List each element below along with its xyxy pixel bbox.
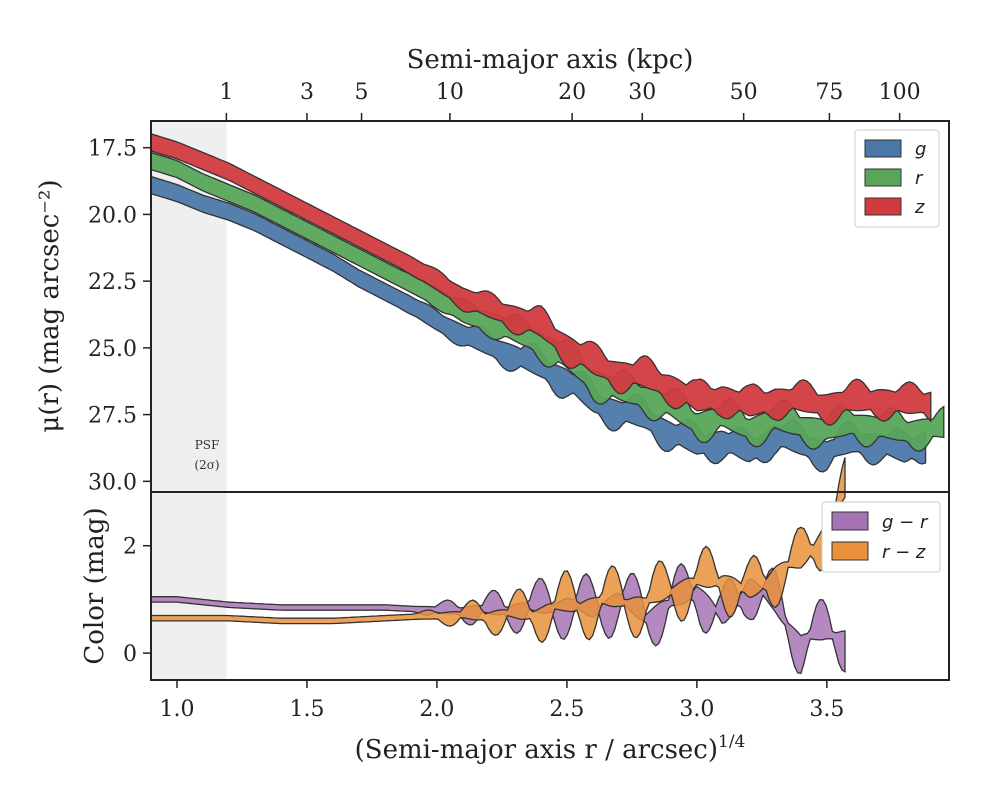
bottom-x-axis-title: (Semi-major axis r / arcsec)1/4 (355, 732, 746, 765)
top-x-tick-label: 10 (436, 80, 464, 105)
bottom-panel-frame (150, 491, 950, 681)
legend-entry: z (914, 197, 925, 218)
legend-swatch (831, 541, 869, 561)
top-x-tick-label: 5 (355, 80, 369, 105)
top-x-tick-label: 100 (879, 80, 921, 105)
bottom-y-ticks: 02 (123, 535, 151, 667)
top-x-tick-label: 20 (558, 80, 586, 105)
legend-entry: r (915, 168, 924, 189)
top-y-tick-label: 17.5 (88, 137, 137, 162)
surface-brightness-series (150, 132, 945, 473)
bottom-x-axis-title-exponent: 1/4 (718, 732, 745, 752)
legend-swatch (864, 168, 902, 187)
top-y-axis-title: μ(r) (mag arcsec⁻²) (35, 179, 65, 432)
top-y-tick-label: 25.0 (88, 337, 137, 362)
top-y-tick-label: 27.5 (88, 404, 137, 429)
series-band-z (150, 132, 932, 426)
legend-swatch (831, 511, 869, 531)
bottom-y-axis-title: Color (mag) (80, 507, 110, 664)
top-y-tick-label: 22.5 (88, 270, 137, 295)
bottom-x-tick-label: 1.5 (289, 697, 324, 722)
bottom-x-tick-label: 2.5 (549, 697, 584, 722)
bottom-x-tick-label: 1.0 (159, 697, 194, 722)
surface-brightness-panel: 17.5 20.0 22.5 25.0 27.5 30.0 1 3 5 10 20 30 50 75 10… (88, 80, 950, 495)
legend-entry: r − z (882, 542, 926, 563)
bottom-x-tick-label: 2.0 (419, 697, 454, 722)
top-x-tick-label: 75 (815, 80, 843, 105)
legend-swatch (864, 197, 902, 216)
color-panel: 02 1.0 1.5 2.0 2.5 3.0 3.5 g − rr − z (123, 457, 950, 722)
bottom-x-axis-title-main: (Semi-major axis r / arcsec) (355, 735, 718, 765)
top-x-tick-label: 3 (300, 80, 314, 105)
bottom-x-ticks: 1.0 1.5 2.0 2.5 3.0 3.5 (159, 680, 844, 722)
top-secondary-x-ticks: 1 3 5 10 20 30 50 75 100 (219, 80, 921, 121)
bottom-x-tick-label: 3.5 (809, 697, 844, 722)
series-band-g (150, 175, 927, 473)
legend-entry: g − r (882, 512, 929, 533)
bottom-y-tick-label: 0 (123, 642, 137, 667)
top-x-tick-label: 1 (219, 80, 233, 105)
color-series (150, 457, 846, 675)
bottom-x-tick-label: 3.0 (679, 697, 714, 722)
top-y-tick-label: 20.0 (88, 203, 137, 228)
top-y-tick-label: 30.0 (88, 470, 137, 495)
bottom-legend: g − r r − z (821, 501, 941, 573)
bottom-y-tick-label: 2 (123, 535, 137, 560)
top-legend: grz (854, 129, 940, 228)
series-band-rz (150, 457, 846, 644)
legend-swatch (864, 139, 902, 158)
top-x-axis-title: Semi-major axis (kpc) (407, 45, 694, 75)
top-y-ticks: 17.5 20.0 22.5 25.0 27.5 30.0 (88, 137, 151, 495)
top-x-tick-label: 30 (628, 80, 656, 105)
top-x-tick-label: 50 (730, 80, 758, 105)
legend-entry: g (915, 139, 926, 160)
psf-sigma-label: (2σ) (194, 458, 219, 472)
psf-shade-bottom (151, 492, 227, 680)
psf-label: PSF (195, 438, 220, 452)
